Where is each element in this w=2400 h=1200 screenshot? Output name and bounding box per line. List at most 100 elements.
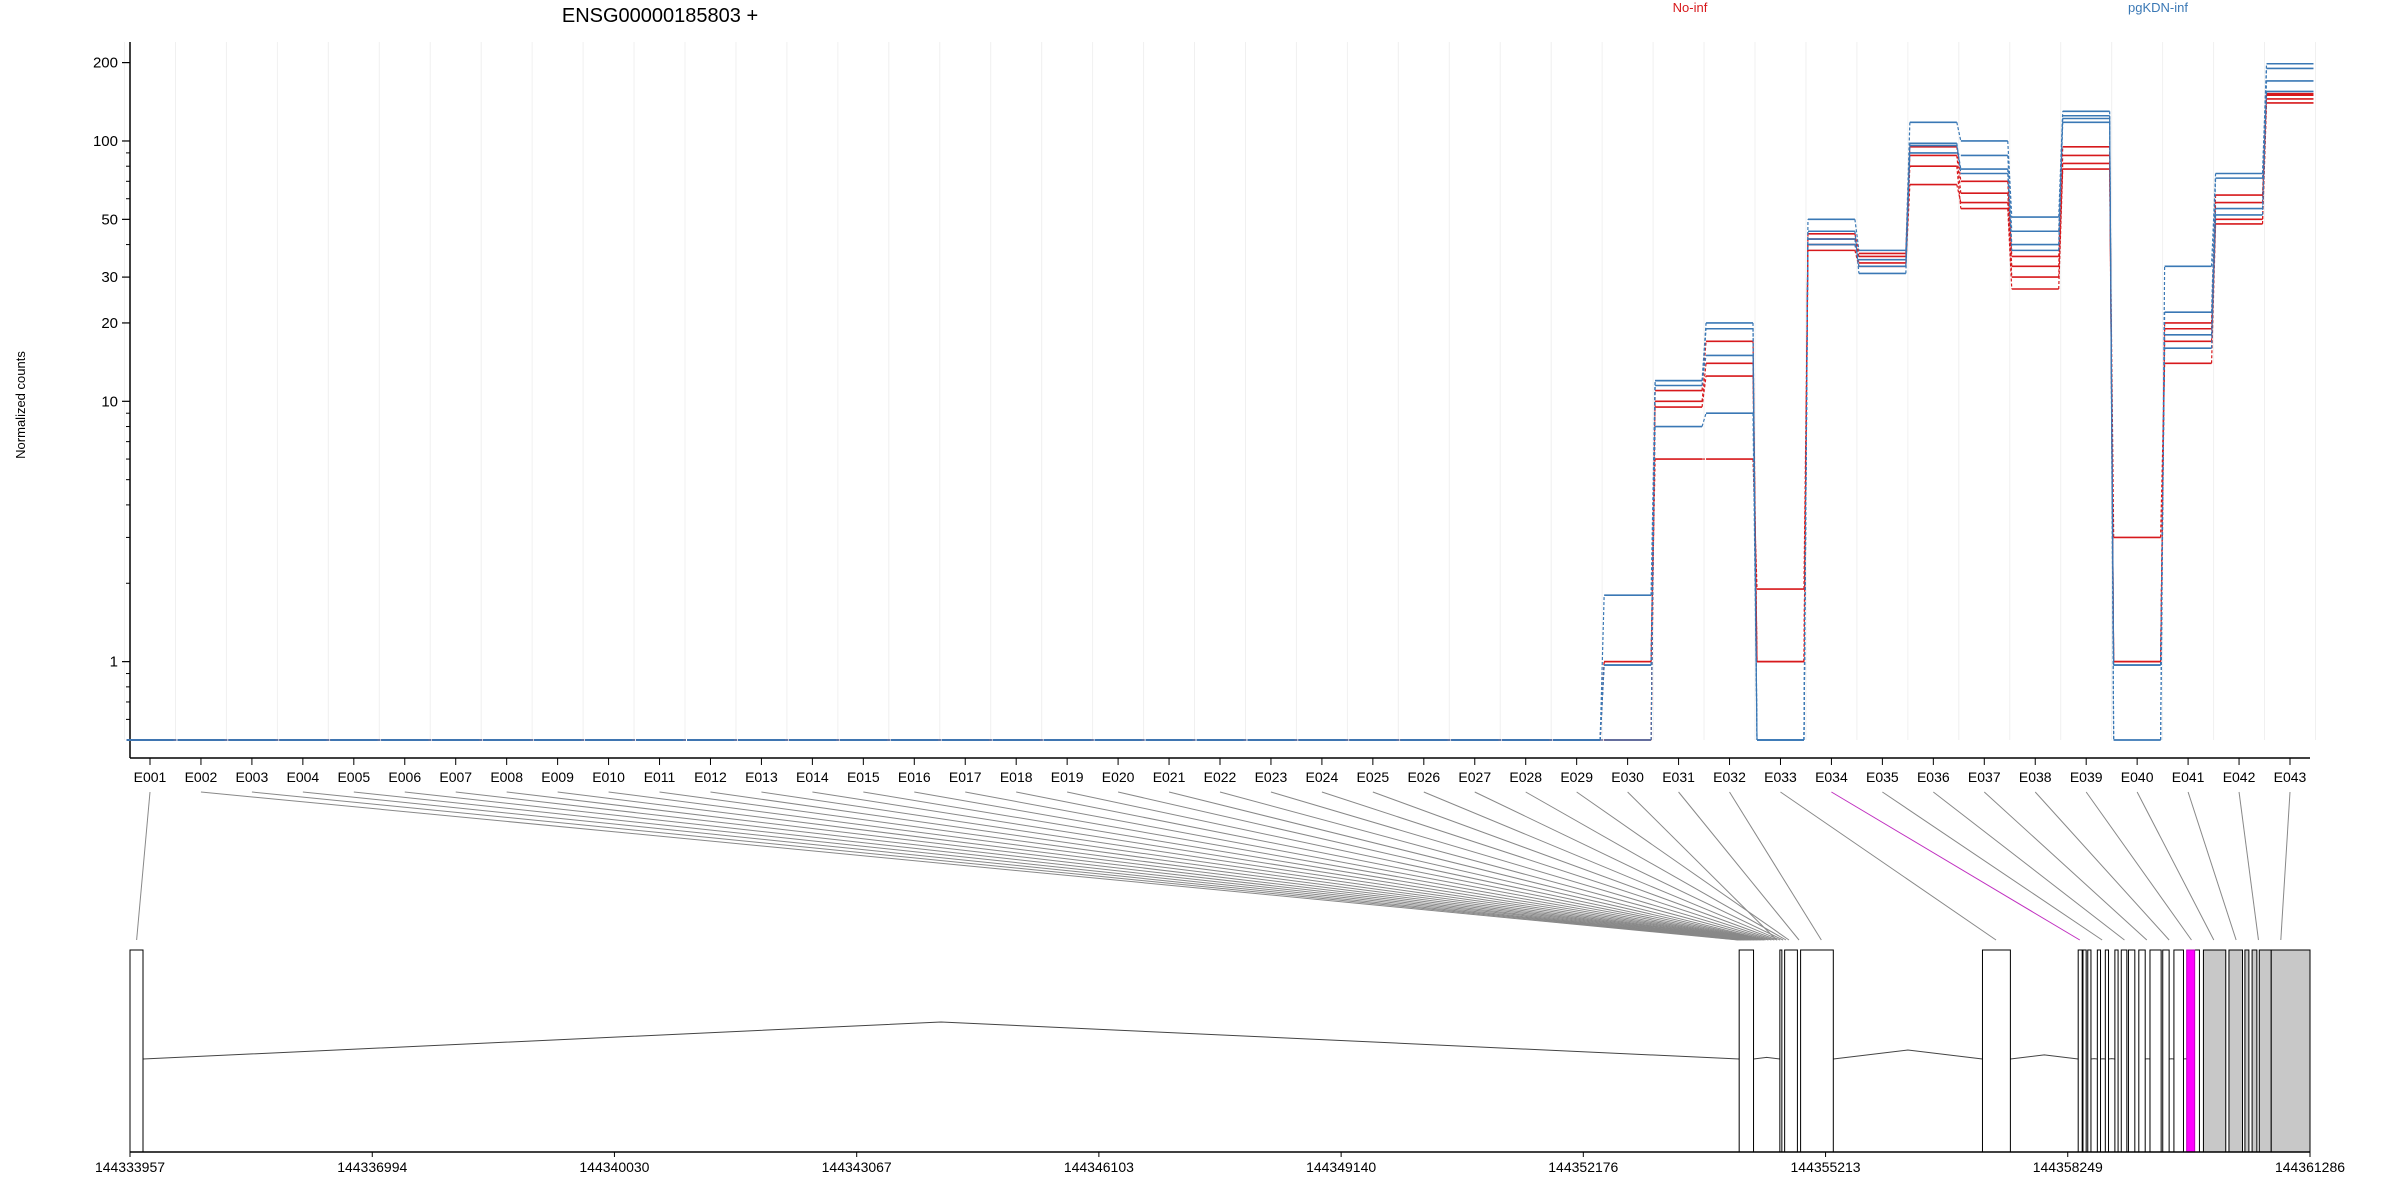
series-connector (1956, 184, 1962, 203)
intron-line (1753, 1056, 1780, 1060)
series-connector (1854, 244, 1860, 260)
series-connector (1650, 385, 1656, 741)
exon-block (2270, 949, 2311, 1153)
x-tick-label: E030 (1611, 769, 1644, 785)
x-tick-label: E040 (2121, 769, 2154, 785)
series-connector (2210, 208, 2217, 335)
exon-connector (2280, 791, 2291, 941)
exon-connector (557, 791, 1749, 941)
exon-block (2114, 949, 2119, 1153)
exon-block (2104, 949, 2110, 1153)
x-tick-label: E020 (1102, 769, 1135, 785)
x-tick-label: E036 (1917, 769, 1950, 785)
exon-connector (1525, 791, 1787, 941)
series-connector (2007, 155, 2013, 232)
series-connector (1956, 122, 1962, 142)
exon-connector (2136, 791, 2215, 941)
x-tick-label: E009 (541, 769, 574, 785)
intron-line (2010, 1054, 2079, 1060)
genomic-tick-label: 144343067 (822, 1159, 892, 1175)
x-tick-label: E041 (2172, 769, 2205, 785)
exon-connector (812, 791, 1756, 941)
exon-connector (455, 791, 1746, 941)
series-connector (2210, 214, 2217, 349)
exon-connector (1270, 791, 1772, 941)
x-tick-label: E007 (439, 769, 472, 785)
exon-connector (965, 791, 1760, 941)
series-connector (1956, 145, 1962, 170)
y-tick-label: 1 (110, 654, 118, 671)
series-no-inf-0 (126, 102, 2314, 741)
exon-block (2173, 949, 2184, 1153)
intron-line (1833, 1049, 1983, 1060)
x-tick-label: E012 (694, 769, 727, 785)
x-tick-label: E005 (337, 769, 370, 785)
exon-block (2228, 949, 2244, 1153)
y-tick-label: 100 (93, 133, 118, 150)
exon-connector (1983, 791, 2148, 941)
exon-block (2162, 949, 2170, 1153)
series-lines (126, 62, 2314, 741)
x-tick-label: E003 (236, 769, 269, 785)
exon-connector (2238, 791, 2259, 941)
series-connector (1803, 244, 1809, 590)
series-connector (1599, 665, 1605, 741)
x-tick-label: E042 (2223, 769, 2256, 785)
y-tick-label: 10 (101, 393, 118, 410)
exon-connector (1933, 791, 2125, 941)
x-tick-label: E021 (1153, 769, 1186, 785)
exon-connector (1576, 791, 1790, 941)
exon-block (2120, 949, 2128, 1153)
exon-block (1738, 949, 1755, 1153)
exon-block (1779, 949, 1783, 1153)
series-pgkdn-inf-7 (126, 90, 2314, 741)
exon-connector (200, 791, 1739, 941)
y-axis: 1 10 20 30 50 100 200 (93, 42, 131, 758)
series-connector (2058, 122, 2064, 245)
series-connector (1701, 363, 1707, 402)
series-connector (1854, 231, 1860, 274)
series-connector (1701, 341, 1707, 391)
series-connector (2058, 146, 2064, 257)
x-tick-label: E016 (898, 769, 931, 785)
series-connector (1854, 238, 1860, 267)
x-tick-label: E028 (1509, 769, 1542, 785)
series-connector (1854, 233, 1860, 254)
x-tick-label: E011 (644, 769, 676, 785)
x-tick-label: E037 (1968, 769, 2001, 785)
exon-connectors (136, 791, 2291, 941)
exon-connector (1474, 791, 1784, 941)
series-connector (2261, 91, 2268, 215)
genomic-tick-label: 144336994 (337, 1159, 407, 1175)
series-connector (1701, 413, 1707, 427)
x-tick-label: E015 (847, 769, 880, 785)
exon-block (2087, 949, 2092, 1153)
exon-block (2149, 949, 2162, 1153)
exon-connector (506, 791, 1747, 941)
intron-line (142, 1021, 1740, 1060)
exon-block (2077, 949, 2083, 1153)
x-tick-label: E018 (1000, 769, 1033, 785)
exon-block (2096, 949, 2102, 1153)
series-connector (2210, 173, 2217, 267)
x-tick-label: E025 (1357, 769, 1390, 785)
series-pgkdn-inf-6 (126, 80, 2314, 741)
exon-connector (1372, 791, 1778, 941)
x-tick-label: E010 (592, 769, 625, 785)
exon-block (2244, 949, 2250, 1153)
series-connector (1701, 376, 1707, 408)
series-connector (1956, 155, 1962, 194)
series-connector (2007, 140, 2013, 218)
x-tick-label: E008 (490, 769, 523, 785)
x-tick-label: E038 (2019, 769, 2052, 785)
x-tick-label: E013 (745, 769, 778, 785)
legend-pgkdn-inf: pgKDN-inf (2128, 0, 2188, 15)
x-tick-label: E034 (1815, 769, 1848, 785)
x-tick-label: E019 (1051, 769, 1084, 785)
series-connector (1599, 595, 1605, 741)
exon-connector (1780, 791, 1997, 941)
x-tick-label: E026 (1407, 769, 1440, 785)
legend-no-inf: No-inf (1673, 0, 1708, 15)
genomic-axis: 144333957 144336994 144340030 144343067 1443… (95, 1151, 2345, 1175)
